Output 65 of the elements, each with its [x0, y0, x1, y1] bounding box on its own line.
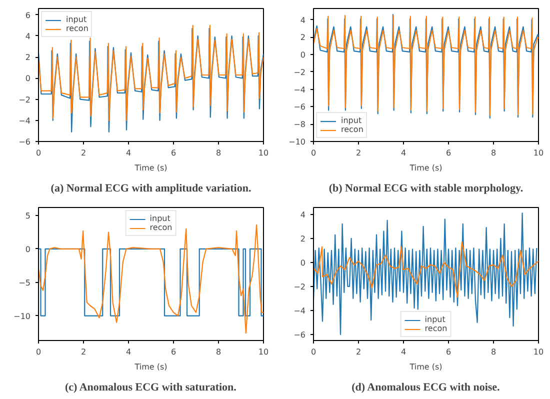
y-tick-label: 0: [25, 244, 31, 254]
x-tick-label: 6: [446, 348, 452, 356]
text: (c) Anomalous ECG with saturation.: [64, 382, 237, 394]
x-axis-title: Time (s): [134, 164, 168, 172]
legend-label: input: [66, 15, 87, 24]
x-tick-label: 2: [80, 348, 86, 356]
x-tick-label: 2: [356, 348, 362, 356]
y-tick-label: −2: [294, 68, 306, 77]
y-tick-label: −5: [18, 278, 31, 288]
text: (d) Anomalous ECG with noise.: [352, 382, 500, 394]
legend-label: input: [341, 116, 362, 125]
y-tick-label: −8: [294, 120, 306, 130]
y-tick-label: 2: [25, 53, 31, 62]
y-tick-label: −6: [18, 138, 31, 146]
y-tick-label: −4: [294, 306, 306, 316]
y-tick-label: −2: [294, 282, 306, 292]
legend-label: input: [150, 214, 170, 223]
y-tick-label: −2: [18, 95, 31, 104]
x-tick-label: 0: [36, 348, 42, 356]
x-tick-label: 10: [258, 348, 269, 356]
x-tick-label: 0: [310, 148, 316, 158]
x-tick-label: 10: [533, 348, 544, 356]
x-tick-label: 6: [446, 148, 452, 158]
legend-label: recon: [66, 24, 88, 33]
y-tick-label: −6: [294, 330, 306, 340]
x-tick-label: 2: [356, 148, 362, 158]
y-tick-label: 5: [25, 212, 31, 221]
x-tick-label: 10: [258, 148, 269, 158]
legend-label: recon: [150, 223, 172, 232]
legend-label: recon: [424, 324, 448, 333]
x-tick-label: 6: [170, 148, 176, 158]
y-tick-label: 4: [25, 32, 31, 41]
y-tick-label: −6: [294, 102, 306, 112]
x-tick-label: 4: [126, 348, 132, 356]
y-tick-label: 2: [300, 33, 306, 42]
x-tick-label: 4: [400, 148, 406, 158]
text: (a) Normal ECG with amplitude variation.: [50, 182, 252, 194]
x-tick-label: 8: [490, 348, 496, 356]
x-tick-label: 0: [36, 148, 42, 158]
legend-label: input: [424, 315, 446, 324]
y-tick-label: −4: [294, 85, 306, 94]
x-tick-label: 2: [80, 148, 86, 158]
legend-label: recon: [341, 125, 364, 134]
y-tick-label: 0: [300, 258, 306, 268]
text: (b) Normal ECG with stable morphology.: [328, 182, 524, 194]
x-tick-label: 6: [170, 348, 176, 356]
x-axis-title: Time (s): [408, 164, 442, 172]
y-tick-label: 4: [300, 210, 306, 220]
y-tick-label: 4: [300, 16, 306, 25]
x-axis-title: Time (s): [134, 362, 168, 372]
y-tick-label: 0: [300, 50, 306, 60]
y-tick-label: 0: [25, 74, 31, 84]
x-axis-title: Time (s): [408, 362, 442, 372]
x-tick-label: 4: [400, 348, 406, 356]
y-tick-label: −4: [18, 116, 31, 126]
x-tick-label: 0: [310, 348, 316, 356]
y-tick-label: 2: [300, 234, 306, 244]
x-tick-label: 4: [126, 148, 132, 158]
y-tick-label: −10: [14, 312, 31, 321]
x-tick-label: 10: [533, 148, 544, 158]
x-tick-label: 8: [490, 148, 496, 158]
x-tick-label: 8: [216, 348, 222, 356]
y-tick-label: −10: [288, 138, 306, 146]
x-tick-label: 8: [216, 148, 222, 158]
y-tick-label: 6: [25, 10, 31, 20]
